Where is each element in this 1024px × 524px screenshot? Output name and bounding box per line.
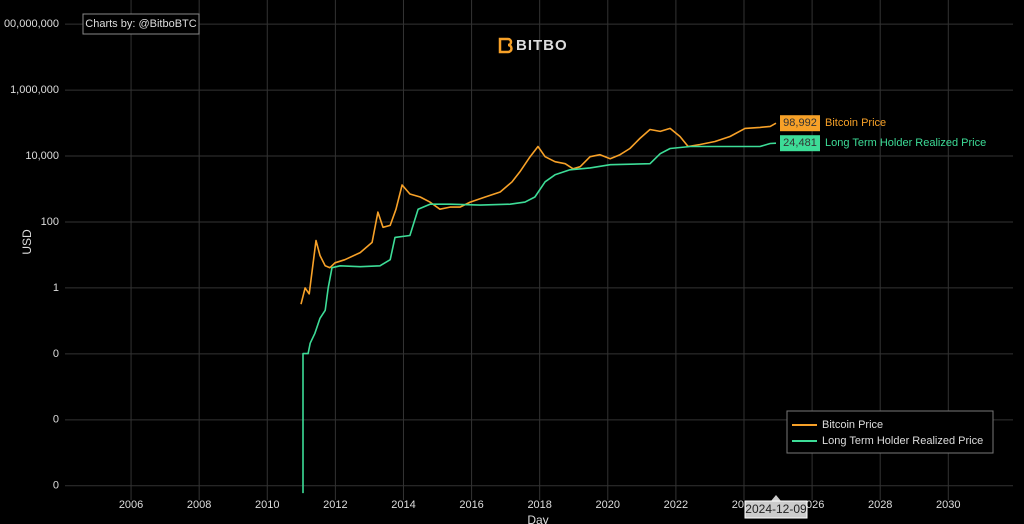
series-end-name: Long Term Holder Realized Price bbox=[825, 137, 986, 149]
x-tick-label: 2012 bbox=[323, 499, 347, 511]
value-label-box bbox=[780, 135, 820, 152]
legend-label: Long Term Holder Realized Price bbox=[822, 435, 983, 447]
x-tick-label: 2022 bbox=[664, 499, 688, 511]
y-tick-label: 0 bbox=[53, 480, 59, 492]
legend-box bbox=[786, 410, 994, 454]
y-tick-label: 100 bbox=[41, 216, 59, 228]
x-axis-label: Day bbox=[527, 513, 548, 524]
legend-label: Bitcoin Price bbox=[822, 419, 883, 431]
x-tick-label: 2008 bbox=[187, 499, 211, 511]
y-tick-label: 10,000 bbox=[25, 150, 59, 162]
logo: BITBO bbox=[498, 37, 568, 54]
x-tick-label: 2030 bbox=[936, 499, 960, 511]
series-line bbox=[300, 122, 777, 305]
plot bbox=[300, 122, 777, 494]
y-tick-label: 1 bbox=[53, 282, 59, 294]
x-tick-label: 2006 bbox=[119, 499, 143, 511]
x-tick-label: 2010 bbox=[255, 499, 279, 511]
x-tick-label: 2028 bbox=[868, 499, 892, 511]
hover-label: 2024-12-09 bbox=[745, 502, 807, 516]
y-tick-label: 1,000,000 bbox=[10, 84, 59, 96]
value-label-box bbox=[780, 115, 820, 132]
x-tick-label: 2014 bbox=[391, 499, 415, 511]
value-label: 98,992 bbox=[783, 117, 817, 129]
hover-box bbox=[744, 500, 808, 519]
logo-text: BITBO bbox=[516, 37, 568, 54]
credit-box bbox=[82, 13, 200, 35]
value-label: 24,481 bbox=[783, 137, 817, 149]
hover-pointer bbox=[771, 495, 781, 501]
series-line bbox=[302, 142, 777, 494]
logo-icon bbox=[498, 37, 513, 54]
y-axis-label: USD bbox=[20, 229, 34, 255]
x-tick-label: 2018 bbox=[527, 499, 551, 511]
series-end-name: Bitcoin Price bbox=[825, 117, 886, 129]
credit: Charts by: @BitboBTC bbox=[85, 18, 196, 30]
x-tick-label: 2020 bbox=[596, 499, 620, 511]
y-tick-label: 0 bbox=[53, 414, 59, 426]
y-tick-label: 0 bbox=[53, 348, 59, 360]
x-tick-label: 2016 bbox=[459, 499, 483, 511]
y-tick-label: 00,000,000 bbox=[4, 18, 59, 30]
